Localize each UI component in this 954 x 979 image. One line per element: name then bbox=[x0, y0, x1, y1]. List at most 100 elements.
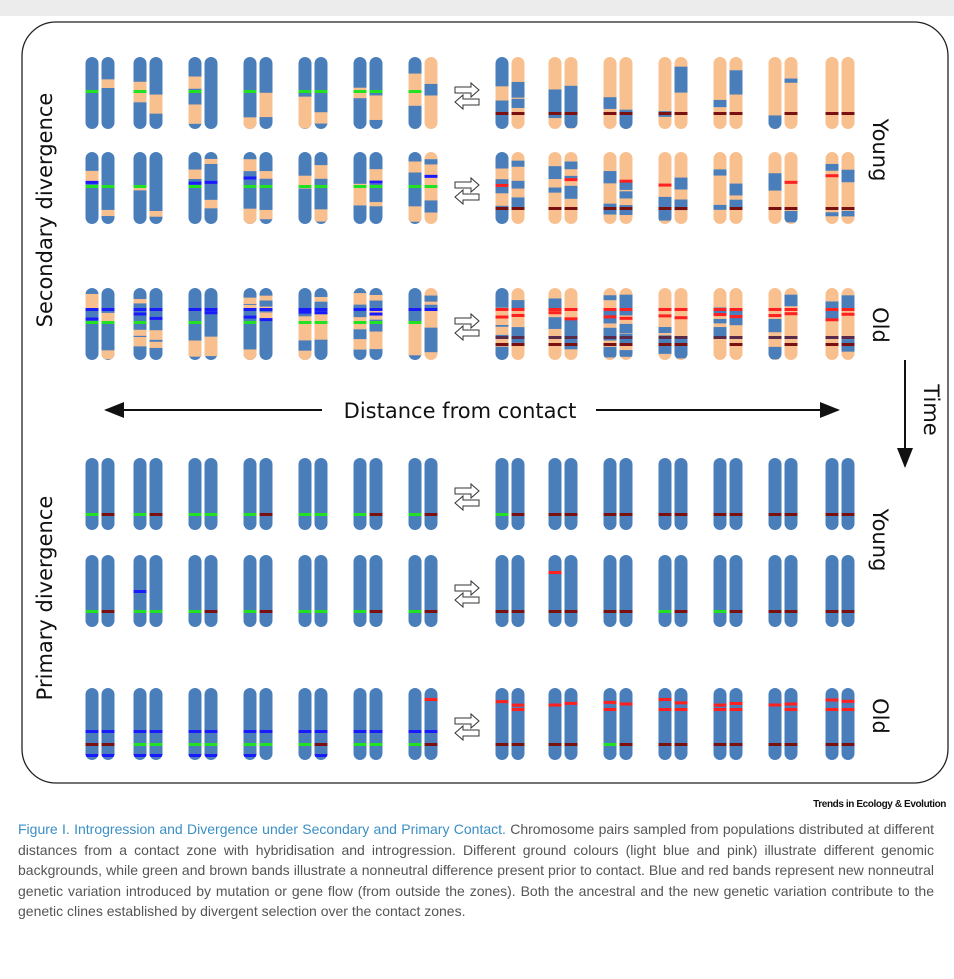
swap-arrow bbox=[455, 484, 479, 498]
band-brown bbox=[769, 513, 782, 516]
band-new bbox=[315, 754, 328, 757]
band-brown bbox=[826, 207, 839, 210]
bands bbox=[659, 308, 672, 354]
bands bbox=[659, 513, 672, 516]
chromosome bbox=[565, 688, 578, 760]
right-label: Young bbox=[868, 118, 892, 182]
band-brown bbox=[565, 336, 578, 339]
bands bbox=[714, 308, 727, 339]
band-brown bbox=[512, 112, 525, 115]
band-green bbox=[244, 513, 257, 516]
chromosome bbox=[512, 688, 525, 760]
band-green bbox=[496, 513, 509, 516]
bands bbox=[549, 513, 562, 516]
chromosome bbox=[842, 57, 855, 129]
band-brown bbox=[260, 610, 273, 613]
band-new bbox=[299, 311, 312, 314]
bands bbox=[826, 513, 839, 516]
chromosome bbox=[189, 688, 202, 760]
introgressed-segment bbox=[409, 323, 422, 335]
chromosome bbox=[205, 555, 218, 627]
introgressed-segment bbox=[769, 115, 782, 138]
right-label: Young bbox=[868, 508, 892, 572]
bands bbox=[134, 513, 147, 516]
swap-arrow bbox=[455, 326, 479, 340]
chromosome bbox=[675, 458, 688, 530]
left-label: Primary divergence bbox=[33, 496, 57, 701]
chromosome bbox=[769, 458, 782, 530]
chromosome bbox=[86, 688, 99, 760]
chromosome bbox=[549, 555, 562, 627]
introgressed-segment bbox=[714, 169, 727, 175]
band-new bbox=[604, 308, 617, 311]
chromosome bbox=[315, 688, 328, 760]
band-brown bbox=[205, 610, 218, 613]
band-green bbox=[205, 743, 218, 746]
band-new bbox=[102, 754, 115, 757]
band-green bbox=[315, 321, 328, 324]
band-new bbox=[512, 704, 525, 707]
bands bbox=[659, 610, 672, 613]
bands bbox=[496, 308, 509, 347]
band-green bbox=[299, 743, 312, 746]
introgressed-segment bbox=[260, 296, 273, 301]
introgressed-segment bbox=[714, 205, 727, 210]
band-new bbox=[189, 754, 202, 757]
chromosome bbox=[842, 688, 855, 760]
introgressed-segment bbox=[604, 171, 617, 183]
band-brown bbox=[659, 513, 672, 516]
band-brown bbox=[620, 112, 633, 115]
band-new bbox=[604, 701, 617, 704]
band-brown bbox=[714, 336, 727, 339]
band-new bbox=[425, 698, 438, 701]
bands bbox=[842, 513, 855, 516]
band-brown bbox=[425, 610, 438, 613]
introgressed-segment bbox=[370, 332, 383, 340]
bands bbox=[512, 513, 525, 516]
band-new bbox=[260, 730, 273, 733]
band-green bbox=[260, 185, 273, 188]
band-brown bbox=[675, 112, 688, 115]
introgressed-segment bbox=[409, 162, 422, 173]
band-green bbox=[134, 610, 147, 613]
band-green bbox=[86, 90, 99, 93]
band-new bbox=[659, 708, 672, 711]
bands bbox=[86, 90, 99, 93]
band-green bbox=[354, 321, 367, 324]
caption-title: Figure I. Introgression and Divergence u… bbox=[18, 821, 506, 837]
chromosome bbox=[565, 458, 578, 530]
band-new bbox=[86, 754, 99, 757]
bands bbox=[299, 610, 312, 613]
distance-label: Distance from contact bbox=[344, 399, 577, 423]
band-new bbox=[714, 308, 727, 311]
swap-arrow bbox=[455, 726, 479, 740]
bands bbox=[86, 171, 99, 188]
chromosome bbox=[260, 458, 273, 530]
band-green bbox=[409, 185, 422, 188]
band-brown bbox=[730, 610, 743, 613]
band-brown bbox=[496, 343, 509, 346]
band-new bbox=[549, 311, 562, 314]
band-green bbox=[354, 513, 367, 516]
bands bbox=[620, 180, 633, 215]
bands bbox=[86, 513, 99, 516]
bands bbox=[150, 610, 163, 613]
bands bbox=[785, 610, 798, 613]
introgressed-segment bbox=[370, 115, 383, 120]
bands bbox=[409, 513, 422, 516]
chromosome bbox=[769, 688, 782, 760]
band-new bbox=[496, 308, 509, 311]
introgressed-segment bbox=[842, 211, 855, 217]
introgressed-segment bbox=[425, 341, 438, 352]
introgressed-segment bbox=[826, 164, 839, 171]
credit: Trends in Ecology & Evolution bbox=[813, 799, 946, 810]
introgressed-segment bbox=[244, 117, 257, 139]
band-green bbox=[189, 610, 202, 613]
band-green bbox=[150, 610, 163, 613]
band-brown bbox=[496, 207, 509, 210]
introgressed-segment bbox=[675, 67, 688, 93]
band-new bbox=[134, 313, 147, 316]
introgressed-segment bbox=[315, 297, 328, 302]
band-brown bbox=[785, 743, 798, 746]
bands bbox=[86, 294, 99, 324]
